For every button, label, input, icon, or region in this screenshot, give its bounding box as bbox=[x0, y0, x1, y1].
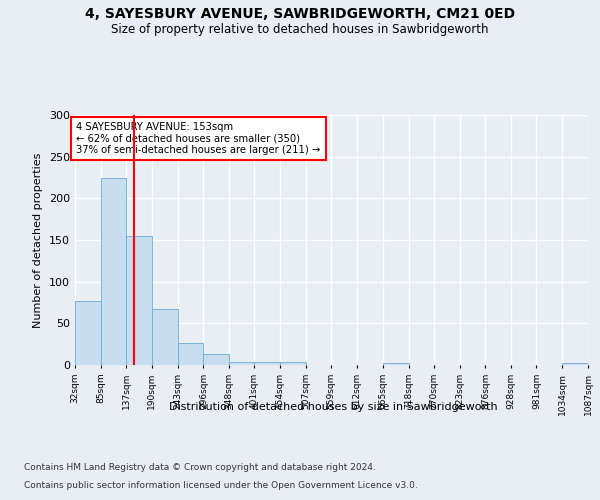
Text: Size of property relative to detached houses in Sawbridgeworth: Size of property relative to detached ho… bbox=[111, 22, 489, 36]
Text: 4, SAYESBURY AVENUE, SAWBRIDGEWORTH, CM21 0ED: 4, SAYESBURY AVENUE, SAWBRIDGEWORTH, CM2… bbox=[85, 8, 515, 22]
Text: Distribution of detached houses by size in Sawbridgeworth: Distribution of detached houses by size … bbox=[169, 402, 497, 412]
Bar bbox=[229, 362, 254, 365]
Bar bbox=[280, 362, 306, 365]
Bar bbox=[101, 178, 126, 365]
Text: 4 SAYESBURY AVENUE: 153sqm
← 62% of detached houses are smaller (350)
37% of sem: 4 SAYESBURY AVENUE: 153sqm ← 62% of deta… bbox=[76, 122, 321, 155]
Bar bbox=[203, 354, 229, 365]
Bar bbox=[383, 362, 409, 365]
Text: Contains HM Land Registry data © Crown copyright and database right 2024.: Contains HM Land Registry data © Crown c… bbox=[24, 464, 376, 472]
Y-axis label: Number of detached properties: Number of detached properties bbox=[34, 152, 43, 328]
Text: Contains public sector information licensed under the Open Government Licence v3: Contains public sector information licen… bbox=[24, 481, 418, 490]
Bar bbox=[562, 362, 588, 365]
Bar bbox=[152, 309, 178, 365]
Bar bbox=[178, 342, 203, 365]
Bar bbox=[126, 236, 152, 365]
Bar bbox=[75, 301, 101, 365]
Bar bbox=[254, 362, 280, 365]
